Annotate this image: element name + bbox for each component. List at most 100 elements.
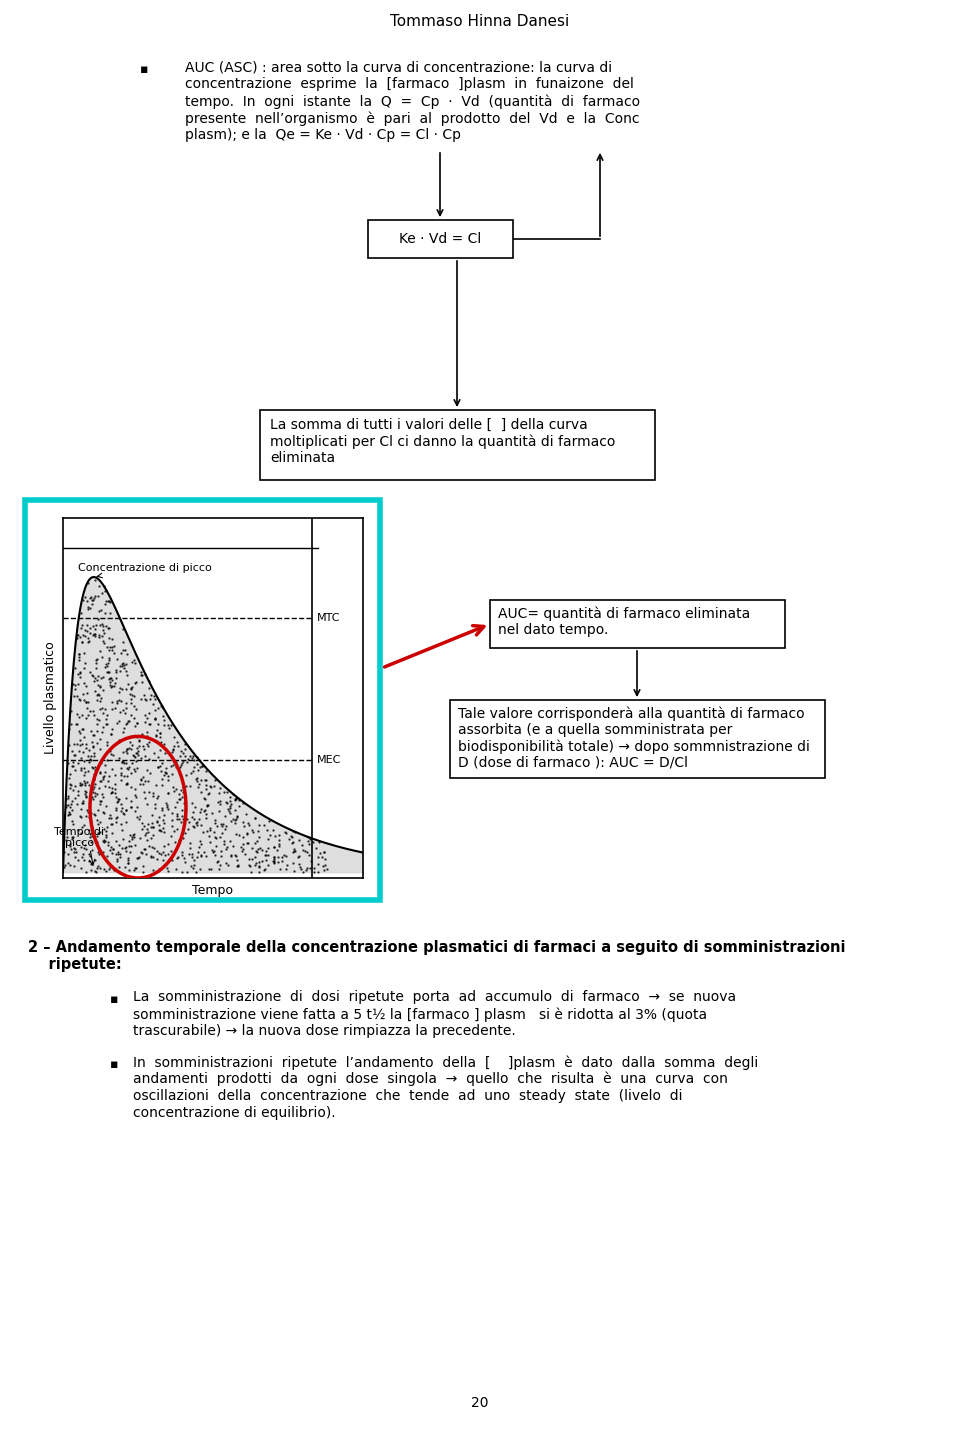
Point bbox=[98, 614, 113, 637]
Point bbox=[166, 780, 181, 803]
Point bbox=[180, 817, 196, 840]
Point bbox=[180, 860, 195, 883]
Point bbox=[100, 636, 115, 659]
Point bbox=[136, 683, 152, 706]
Point bbox=[180, 807, 195, 830]
Point bbox=[115, 639, 131, 662]
Point bbox=[239, 823, 254, 846]
Point bbox=[191, 776, 206, 799]
Point bbox=[230, 855, 246, 877]
Point bbox=[118, 652, 133, 674]
Point bbox=[90, 664, 106, 687]
Point bbox=[277, 820, 293, 843]
Point bbox=[63, 699, 79, 722]
Point bbox=[113, 762, 129, 785]
Point bbox=[127, 684, 142, 707]
Point bbox=[70, 623, 85, 646]
Point bbox=[173, 753, 188, 776]
Point bbox=[102, 660, 117, 683]
Point bbox=[113, 812, 129, 835]
Point bbox=[72, 722, 87, 745]
Point bbox=[105, 813, 120, 836]
Point bbox=[151, 806, 166, 829]
Point bbox=[186, 849, 202, 872]
Point bbox=[184, 746, 200, 769]
Point bbox=[297, 840, 312, 863]
Point bbox=[113, 800, 129, 823]
Point bbox=[140, 813, 156, 836]
Point bbox=[137, 823, 153, 846]
Point bbox=[101, 667, 116, 690]
Point bbox=[108, 797, 124, 820]
Point bbox=[81, 800, 96, 823]
Point bbox=[95, 613, 110, 636]
Point bbox=[212, 857, 228, 880]
Point bbox=[102, 776, 117, 799]
Point bbox=[73, 772, 88, 795]
Point bbox=[219, 792, 234, 815]
Point bbox=[156, 704, 171, 727]
Point bbox=[150, 755, 165, 777]
Point bbox=[124, 676, 139, 699]
Point bbox=[98, 590, 113, 613]
Point bbox=[79, 733, 94, 756]
Point bbox=[111, 787, 127, 810]
Point bbox=[77, 779, 92, 802]
Point bbox=[111, 680, 127, 703]
Text: Tempo di
picco: Tempo di picco bbox=[55, 827, 105, 849]
Point bbox=[210, 790, 226, 813]
Point bbox=[312, 830, 327, 853]
Point bbox=[176, 807, 191, 830]
Point bbox=[76, 672, 91, 694]
Point bbox=[278, 845, 294, 867]
Point bbox=[169, 790, 184, 813]
Point bbox=[228, 787, 244, 810]
Point bbox=[101, 765, 116, 787]
Point bbox=[76, 750, 91, 773]
Point bbox=[83, 660, 98, 683]
Point bbox=[133, 840, 149, 863]
Point bbox=[231, 795, 247, 817]
Point bbox=[69, 684, 84, 707]
Point bbox=[212, 799, 228, 822]
Point bbox=[76, 717, 91, 740]
Point bbox=[87, 805, 103, 827]
Point bbox=[62, 762, 78, 785]
Point bbox=[80, 799, 95, 822]
Point bbox=[293, 856, 308, 879]
Point bbox=[284, 825, 300, 847]
Point bbox=[218, 815, 233, 837]
Point bbox=[176, 749, 191, 772]
Point bbox=[147, 707, 162, 730]
Point bbox=[198, 769, 213, 792]
Point bbox=[98, 859, 113, 882]
Point bbox=[83, 845, 98, 867]
Point bbox=[125, 650, 140, 673]
Point bbox=[137, 837, 153, 860]
Point bbox=[316, 840, 331, 863]
Point bbox=[284, 832, 300, 855]
Point bbox=[113, 642, 129, 664]
Point bbox=[290, 846, 305, 869]
Point bbox=[208, 826, 224, 849]
Point bbox=[86, 623, 102, 646]
Point bbox=[139, 733, 155, 756]
Point bbox=[128, 672, 143, 694]
Point bbox=[90, 683, 106, 706]
Point bbox=[88, 652, 104, 674]
Point bbox=[293, 857, 308, 880]
Point bbox=[147, 742, 162, 765]
Point bbox=[69, 712, 84, 735]
Point bbox=[75, 613, 90, 636]
Point bbox=[60, 786, 76, 809]
Point bbox=[107, 859, 122, 882]
Point bbox=[241, 813, 256, 836]
Point bbox=[108, 772, 123, 795]
Point bbox=[108, 785, 124, 807]
Point bbox=[124, 762, 139, 785]
Point bbox=[124, 752, 139, 775]
Point bbox=[207, 769, 223, 792]
Point bbox=[92, 770, 108, 793]
Point bbox=[146, 684, 161, 707]
Point bbox=[103, 836, 118, 859]
